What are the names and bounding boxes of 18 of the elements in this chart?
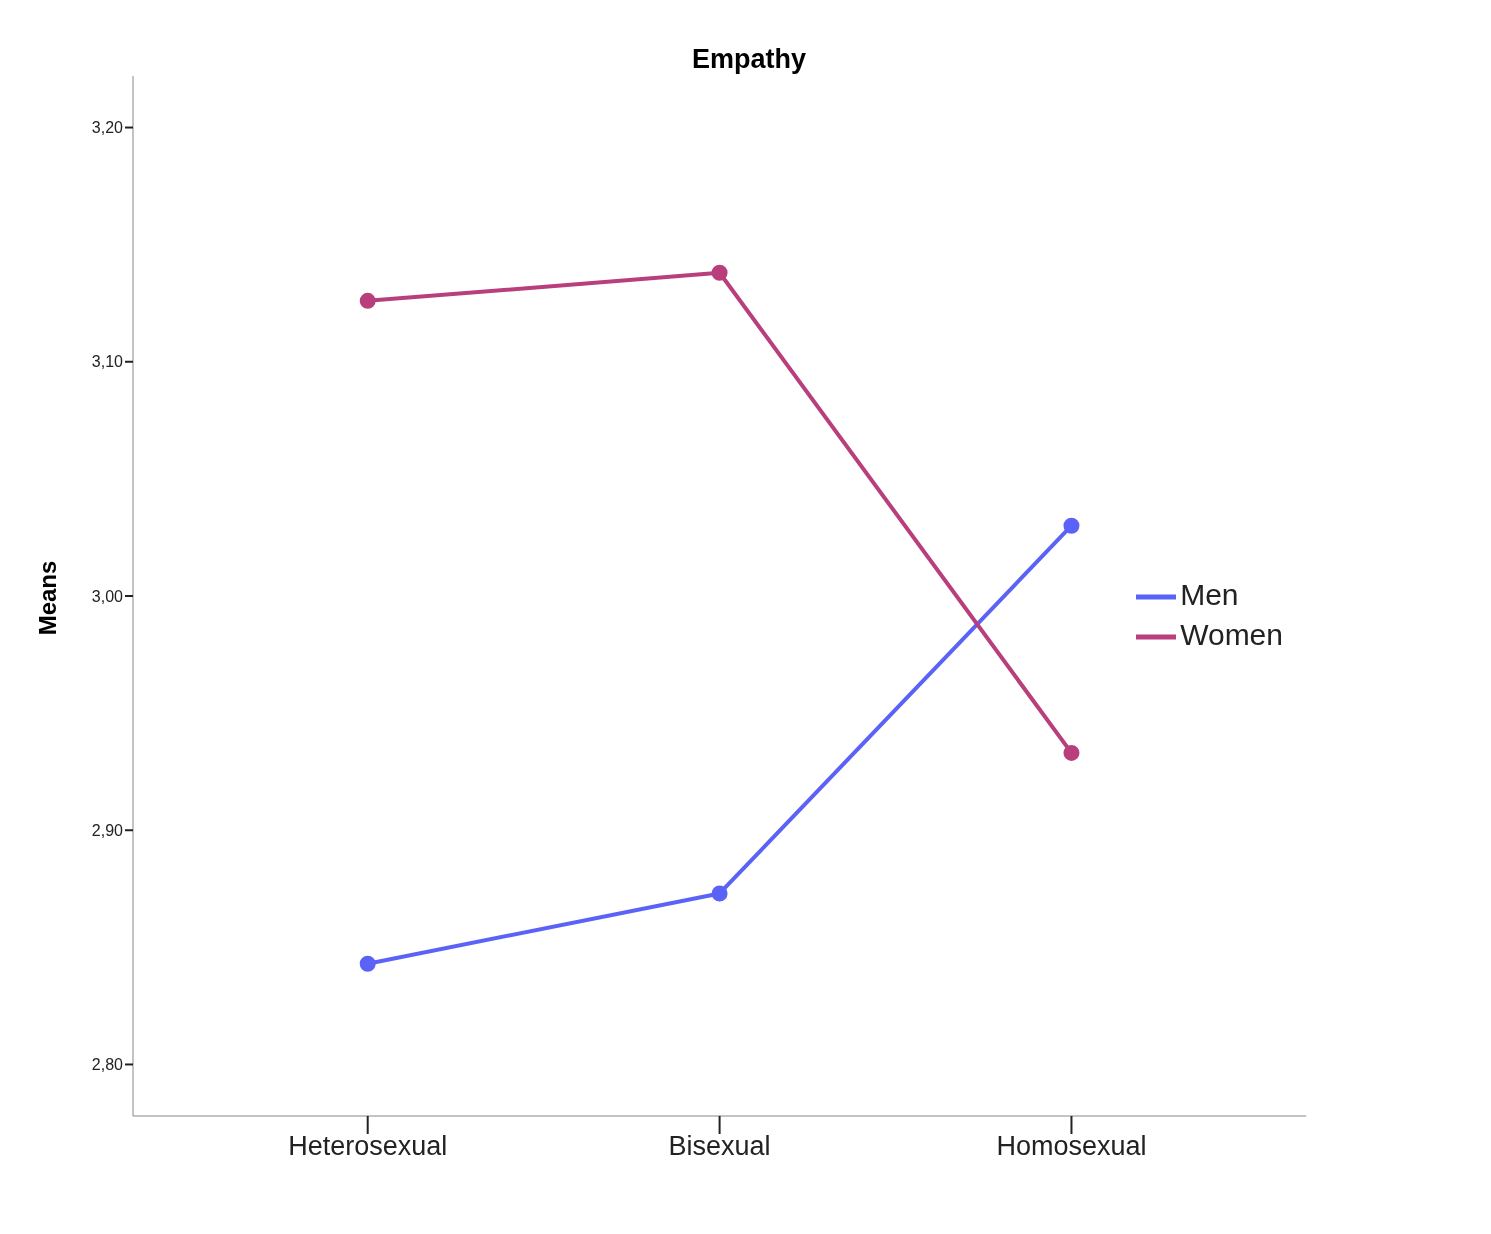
y-tick-label: 2,90 bbox=[91, 821, 124, 839]
point bbox=[359, 955, 376, 972]
point bbox=[711, 885, 728, 902]
y-tick-label: 3,00 bbox=[91, 587, 124, 605]
point bbox=[1063, 744, 1080, 761]
x-tick-label: Bisexual bbox=[668, 1131, 771, 1162]
chart-title: Empathy bbox=[691, 44, 807, 75]
point bbox=[711, 264, 728, 281]
x-tick-label: Homosexual bbox=[996, 1131, 1147, 1162]
x-tick-label: Heterosexual bbox=[288, 1131, 448, 1162]
legend-label: Men bbox=[1180, 577, 1239, 611]
y-tick-label: 3,20 bbox=[91, 119, 124, 137]
y-axis-title: Means bbox=[34, 560, 62, 636]
y-tick-label: 2,80 bbox=[91, 1056, 124, 1074]
legend-label: Women bbox=[1180, 618, 1283, 651]
y-tick-label: 3,10 bbox=[91, 353, 124, 371]
point bbox=[1063, 517, 1080, 534]
point bbox=[359, 292, 376, 309]
